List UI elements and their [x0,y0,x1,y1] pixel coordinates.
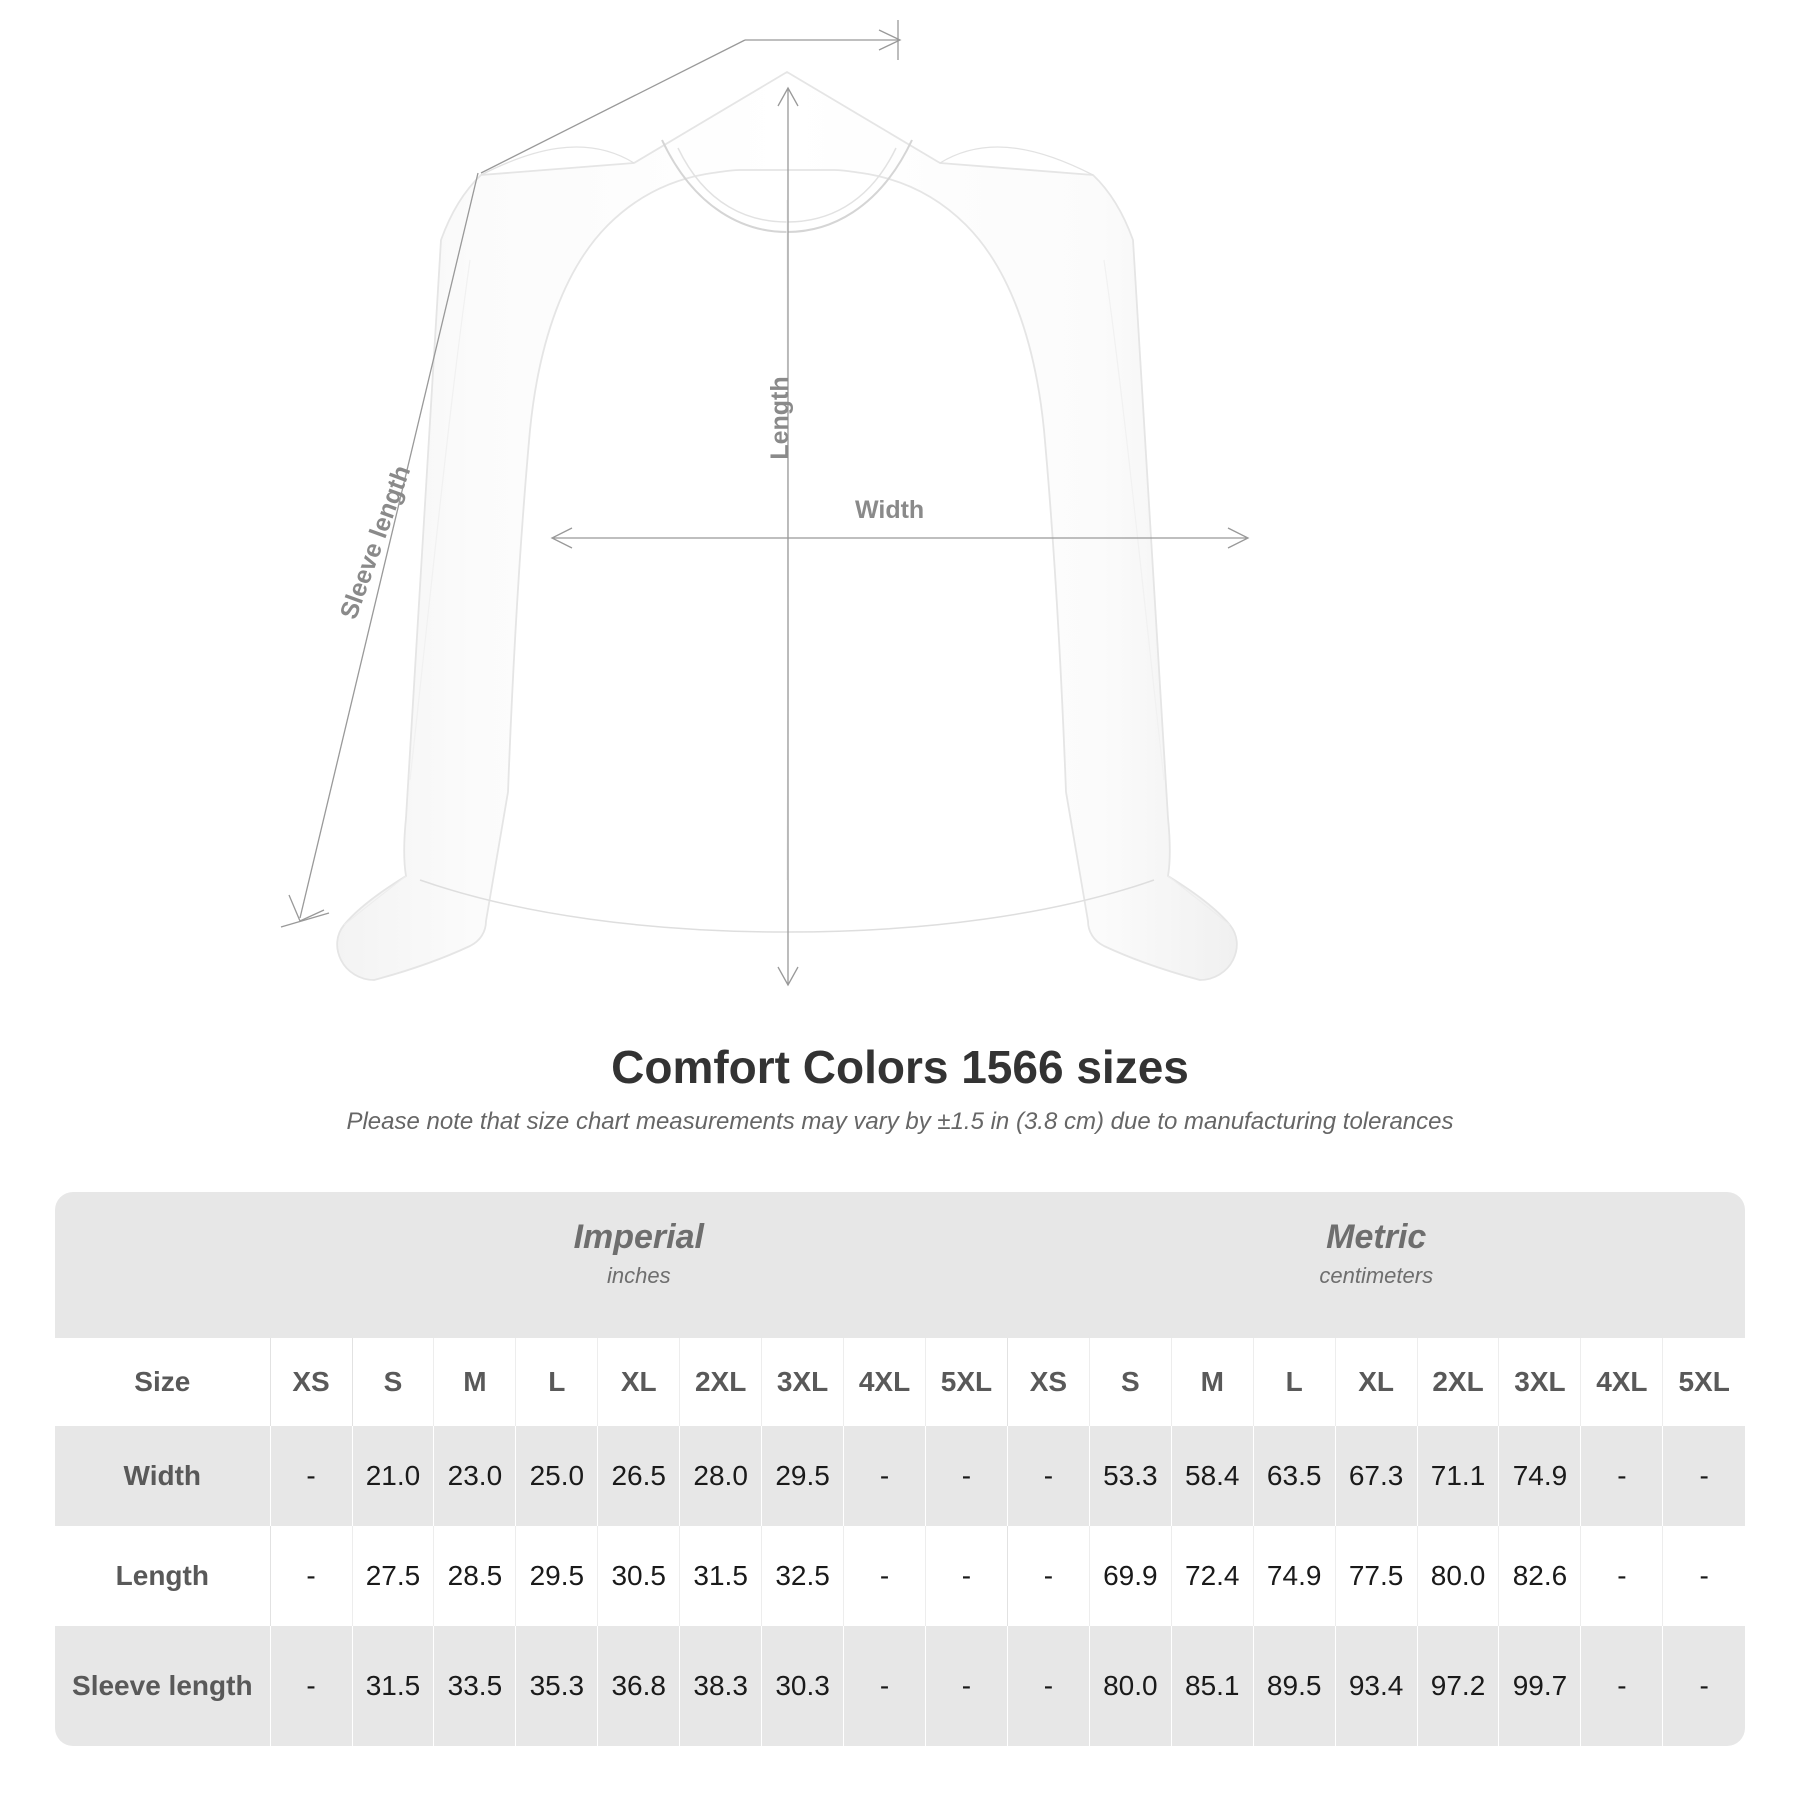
svg-text:Width: Width [855,496,924,524]
svg-text:Sleeve length: Sleeve length [335,462,416,623]
svg-text:Length: Length [766,376,794,459]
